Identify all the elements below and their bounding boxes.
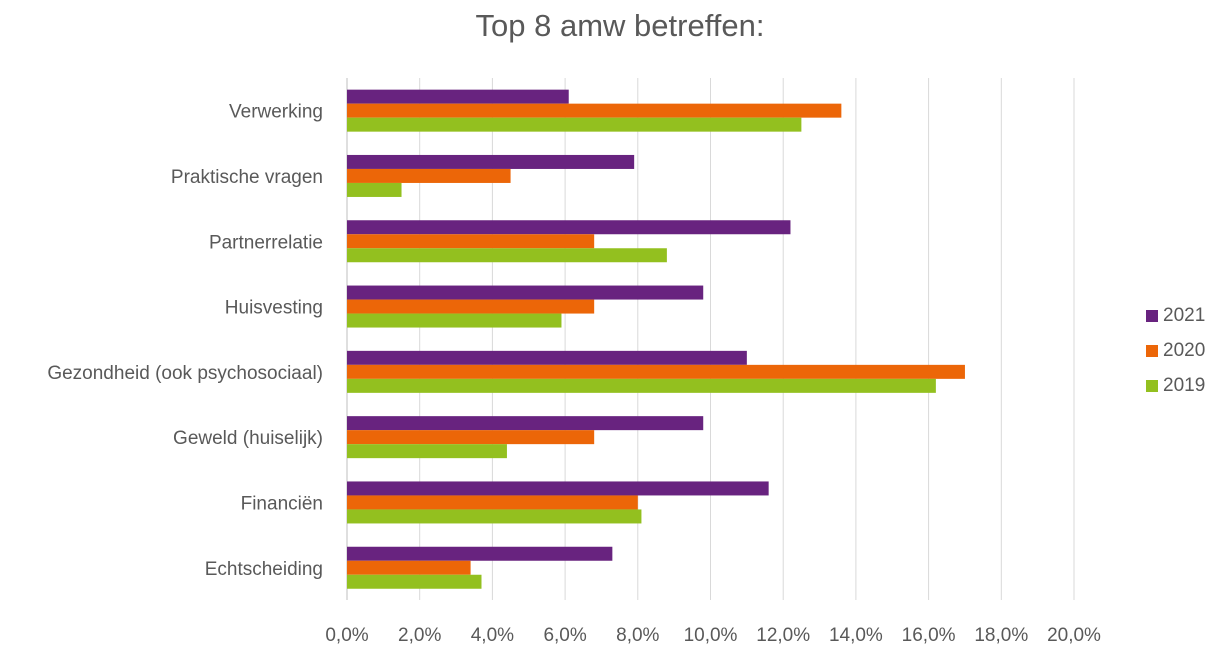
legend-swatch [1146, 309, 1158, 322]
bar-2020 [347, 430, 595, 445]
bar-2021 [347, 89, 569, 104]
x-tick-label: 10,0% [684, 625, 738, 646]
bar-2019 [347, 378, 936, 393]
legend-item-2020: 2020 [1146, 333, 1205, 368]
category-label: Geweld (huiselijk) [173, 428, 323, 449]
bar-2019 [347, 313, 562, 328]
legend-label: 2021 [1163, 304, 1206, 326]
x-tick-label: 4,0% [471, 625, 514, 646]
chart-title: Top 8 amw betreffen: [475, 8, 765, 43]
x-tick-label: 8,0% [616, 625, 659, 646]
legend-label: 2019 [1163, 374, 1206, 396]
bar-2020 [347, 168, 511, 183]
x-tick-label: 2,0% [398, 625, 441, 646]
x-tick-label: 12,0% [756, 625, 810, 646]
x-tick-label: 18,0% [974, 625, 1028, 646]
bar-2021 [347, 350, 747, 365]
bar-2020 [347, 299, 595, 314]
bar-2019 [347, 574, 482, 589]
bar-2021 [347, 416, 704, 431]
category-label: Echtscheiding [205, 559, 323, 580]
bar-2020 [347, 364, 965, 379]
bar-2019 [347, 248, 667, 263]
bar-2021 [347, 220, 791, 235]
bar-2021 [347, 285, 704, 300]
x-tick-label: 20,0% [1047, 625, 1101, 646]
bar-2019 [347, 117, 802, 132]
bar-2020 [347, 495, 638, 510]
legend-swatch [1146, 344, 1158, 357]
bar-2019 [347, 444, 507, 459]
category-label: Gezondheid (ook psychosociaal) [47, 363, 323, 384]
x-tick-label: 14,0% [829, 625, 883, 646]
bar-2020 [347, 560, 471, 575]
category-label: Financiën [241, 493, 323, 514]
x-tick-label: 0,0% [325, 625, 368, 646]
x-tick-label: 6,0% [543, 625, 586, 646]
x-tick-label: 16,0% [902, 625, 956, 646]
category-label: Praktische vragen [171, 167, 323, 188]
bar-2019 [347, 509, 642, 524]
bar-2021 [347, 481, 769, 496]
bar-2020 [347, 234, 595, 249]
legend-swatch [1146, 379, 1158, 392]
bar-2021 [347, 154, 635, 169]
legend: 2021 2020 2019 [1146, 298, 1205, 403]
legend-item-2021: 2021 [1146, 298, 1205, 333]
legend-label: 2020 [1163, 339, 1206, 361]
category-label: Partnerrelatie [209, 232, 323, 253]
bar-2019 [347, 182, 402, 197]
category-label: Huisvesting [225, 298, 323, 319]
bar-2020 [347, 103, 842, 118]
category-label: Verwerking [229, 102, 323, 123]
bar-2021 [347, 546, 613, 561]
legend-item-2019: 2019 [1146, 368, 1205, 403]
